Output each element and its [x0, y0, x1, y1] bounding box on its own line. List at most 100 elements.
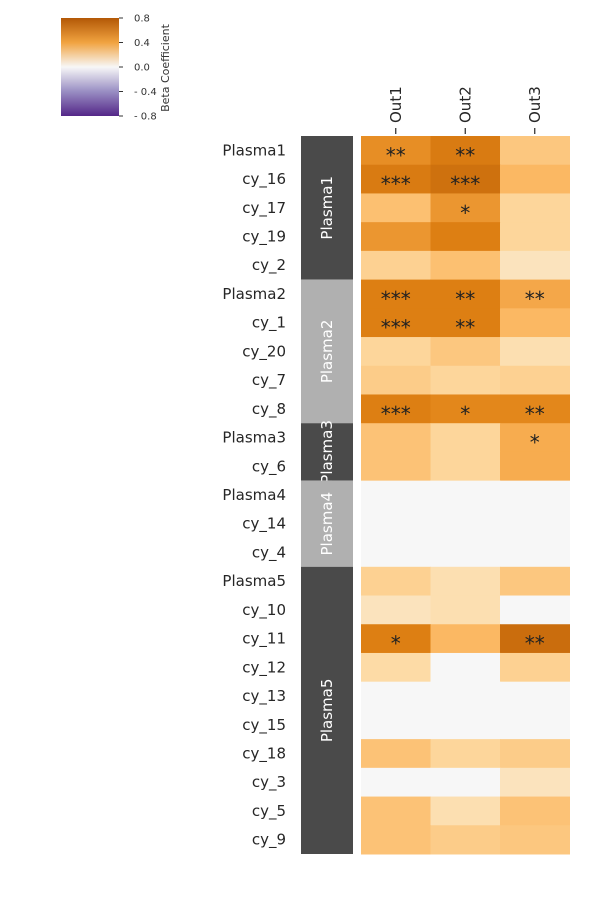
significance-marker: ** [525, 287, 545, 311]
row-label-plasma2: Plasma2 [222, 285, 286, 303]
heatmap-cell-cy-19-out1 [361, 222, 431, 252]
colorbar-tick-label: - 0.8 [134, 112, 157, 123]
column-labels: Out1 Out2 Out3 [387, 86, 544, 134]
heatmap-cell-plasma2-out3 [500, 279, 570, 309]
heatmap-cell-cy-4-out1 [361, 538, 431, 568]
significance-marker: *** [381, 172, 411, 196]
heatmap-cell-cy-11-out2 [430, 624, 501, 654]
significance-marker: *** [381, 316, 411, 340]
heatmap-cell-cy-13-out1 [361, 681, 431, 711]
heatmap-cell-cy-16-out2 [430, 164, 501, 194]
heatmap-cell-cy-19-out2 [430, 222, 501, 252]
heatmap-cell-cy-18-out3 [500, 739, 570, 769]
group-bar-plasma5 [301, 566, 353, 854]
row-label-cy-8: cy_8 [252, 400, 286, 419]
significance-marker: ** [525, 402, 545, 426]
row-label-cy-2: cy_2 [252, 256, 286, 275]
heatmap-cell-cy-6-out1 [361, 451, 431, 482]
heatmap-cell-cy-6-out3 [500, 451, 570, 482]
column-label-out2: Out2 [456, 86, 474, 123]
row-label-cy-18: cy_18 [242, 744, 286, 763]
significance-marker: * [530, 431, 540, 455]
heatmap-cell-cy-13-out2 [430, 681, 501, 711]
row-label-cy-1: cy_1 [252, 314, 286, 333]
heatmap-cell-plasma5-out1 [361, 566, 431, 597]
heatmap-cell-cy-12-out1 [361, 652, 431, 683]
row-label-cy-17: cy_17 [242, 199, 286, 218]
colorbar: 0.8 0.4 0.0 - 0.4 - 0.8 Beta Coefficient [61, 14, 172, 123]
heatmap-cell-cy-14-out3 [500, 509, 570, 539]
heatmap-cell-plasma5-out2 [430, 566, 501, 597]
heatmap-cell-cy-7-out3 [500, 365, 570, 395]
significance-marker: * [391, 632, 401, 656]
group-label-plasma4: Plasma4 [318, 492, 336, 556]
heatmap-cell-plasma3-out2 [430, 423, 501, 453]
significance-marker: *** [381, 402, 411, 426]
heatmap-cell-cy-9-out3 [500, 825, 570, 855]
significance-marker: ** [455, 143, 475, 167]
heatmap-cells [361, 136, 570, 855]
significance-marker: ** [386, 143, 406, 167]
heatmap-cell-cy-1-out1 [361, 308, 431, 338]
heatmap-cell-plasma2-out1 [361, 279, 431, 309]
row-label-plasma1: Plasma1 [222, 141, 286, 159]
heatmap-cell-cy-6-out2 [430, 451, 501, 482]
heatmap-cell-cy-18-out1 [361, 739, 431, 769]
row-label-plasma4: Plasma4 [222, 486, 286, 504]
heatmap-cell-cy-16-out3 [500, 164, 570, 194]
group-bar-plasma3 [301, 423, 353, 481]
significance-marker: * [460, 201, 470, 225]
heatmap-cell-plasma4-out1 [361, 480, 431, 510]
heatmap-cell-cy-3-out1 [361, 767, 431, 798]
significance-marker: *** [381, 287, 411, 311]
significance-marker: ** [455, 316, 475, 340]
heatmap-cell-cy-16-out1 [361, 164, 431, 194]
heatmap-cell-cy-2-out1 [361, 250, 431, 281]
row-label-cy-12: cy_12 [242, 658, 286, 677]
heatmap-cell-cy-4-out2 [430, 538, 501, 568]
group-bar-plasma4 [301, 480, 353, 567]
group-bar-plasma2 [301, 279, 353, 424]
heatmap-cell-cy-14-out2 [430, 509, 501, 539]
heatmap-cell-plasma3-out3 [500, 423, 570, 453]
row-label-cy-14: cy_14 [242, 515, 286, 534]
row-label-cy-4: cy_4 [252, 543, 286, 562]
row-label-cy-16: cy_16 [242, 170, 286, 189]
heatmap-cell-plasma4-out2 [430, 480, 501, 510]
group-label-plasma5: Plasma5 [318, 679, 336, 743]
group-label-plasma3: Plasma3 [318, 420, 336, 484]
heatmap-cell-cy-5-out2 [430, 796, 501, 826]
heatmap-cell-plasma3-out1 [361, 423, 431, 453]
colorbar-tick-label: - 0.4 [134, 87, 157, 98]
heatmap-cell-cy-17-out3 [500, 193, 570, 223]
colorbar-tick-label: 0.0 [134, 63, 150, 74]
colorbar-tick-label: 0.4 [134, 38, 150, 49]
heatmap-cell-cy-7-out1 [361, 365, 431, 395]
heatmap-cell-cy-12-out2 [430, 652, 501, 683]
heatmap-cell-cy-14-out1 [361, 509, 431, 539]
heatmap-cell-plasma1-out1 [361, 136, 431, 166]
colorbar-label: Beta Coefficient [159, 23, 172, 112]
heatmap-cell-cy-1-out2 [430, 308, 501, 338]
column-label-out3: Out3 [526, 86, 544, 123]
heatmap-cell-cy-10-out3 [500, 595, 570, 625]
row-label-cy-3: cy_3 [252, 773, 286, 792]
heatmap-cell-cy-15-out1 [361, 710, 431, 740]
row-labels: Plasma1 cy_16 cy_17 cy_19 cy_2 Plasma2 cy_1 cy_… [222, 141, 286, 849]
heatmap-cell-plasma5-out3 [500, 566, 570, 597]
heatmap-cell-cy-3-out3 [500, 767, 570, 798]
heatmap-cell-cy-17-out1 [361, 193, 431, 223]
heatmap-cell-cy-12-out3 [500, 652, 570, 683]
row-label-cy-20: cy_20 [242, 342, 286, 361]
row-label-cy-13: cy_13 [242, 687, 286, 706]
heatmap-cell-cy-10-out2 [430, 595, 501, 625]
heatmap-cell-cy-2-out2 [430, 250, 501, 281]
heatmap-cell-cy-1-out3 [500, 308, 570, 338]
heatmap-cell-cy-4-out3 [500, 538, 570, 568]
column-label-out1: Out1 [387, 86, 405, 123]
heatmap-cell-cy-5-out1 [361, 796, 431, 826]
heatmap-cell-cy-9-out2 [430, 825, 501, 855]
row-label-plasma3: Plasma3 [222, 429, 286, 447]
heatmap-cell-cy-5-out3 [500, 796, 570, 826]
